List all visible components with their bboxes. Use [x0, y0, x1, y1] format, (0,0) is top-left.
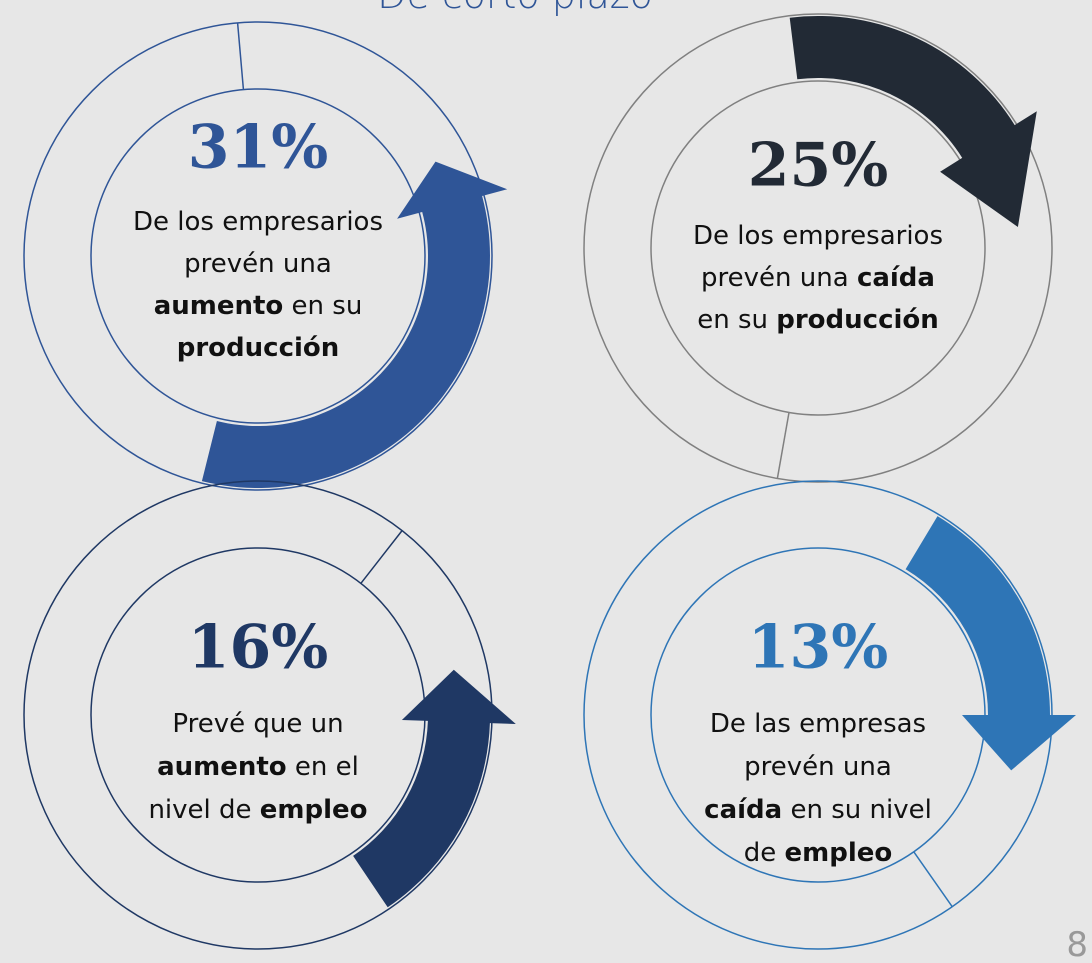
description-text: en su — [283, 291, 362, 321]
description-text: aumento — [154, 291, 284, 321]
description-line: prevén una — [744, 752, 892, 782]
description-text: caída — [704, 795, 782, 825]
percent: 13% — [748, 613, 889, 683]
outer-ring — [583, 13, 1053, 483]
description-line: Prevé que un — [172, 709, 343, 739]
description-text: producción — [776, 305, 939, 335]
percent: 31% — [188, 113, 329, 183]
percent: 25% — [748, 131, 889, 201]
inner-ring — [650, 80, 986, 416]
description-text: empleo — [260, 795, 368, 825]
description-line: De los empresarios — [133, 207, 383, 237]
description-text: De los empresarios — [133, 207, 383, 237]
page-number: 8 — [1066, 925, 1088, 963]
description-text: de — [744, 838, 785, 868]
arrow-arc — [789, 15, 1037, 228]
description-text: empleo — [785, 838, 893, 868]
description-line: de empleo — [744, 838, 893, 868]
description-text: en su nivel — [782, 795, 932, 825]
arrow-arc — [201, 161, 508, 488]
description-text: prevén una — [701, 263, 857, 293]
description-text: nivel de — [148, 795, 259, 825]
description-text: De los empresarios — [693, 221, 943, 251]
description-line: producción — [177, 333, 340, 363]
ring-divider — [776, 412, 790, 479]
description-text: en su — [697, 305, 776, 335]
description-line: De las empresas — [710, 709, 926, 739]
ring-divider — [913, 851, 953, 908]
description-line: en su producción — [697, 305, 939, 335]
description-text: en el — [287, 752, 359, 782]
ring-divider — [236, 22, 245, 90]
ring-divider — [360, 530, 403, 584]
slide-title: De corto plazo — [377, 0, 653, 17]
inner-ring — [90, 88, 426, 424]
description-line: nivel de empleo — [148, 795, 367, 825]
description-text: producción — [177, 333, 340, 363]
description-text: prevén una — [184, 249, 332, 279]
description-text: aumento — [157, 752, 287, 782]
description-line: De los empresarios — [693, 221, 943, 251]
description-text: Prevé que un — [172, 709, 343, 739]
description-line: prevén una caída — [701, 263, 935, 293]
percent: 16% — [188, 613, 329, 683]
description-text: De las empresas — [710, 709, 926, 739]
arrow-arc — [905, 516, 1076, 771]
outer-ring — [23, 21, 493, 491]
description-text: caída — [857, 263, 935, 293]
description-line: prevén una — [184, 249, 332, 279]
description-line: aumento en su — [154, 291, 363, 321]
description-line: caída en su nivel — [704, 795, 932, 825]
description-line: aumento en el — [157, 752, 359, 782]
description-text: prevén una — [744, 752, 892, 782]
arrow-arc — [353, 669, 516, 908]
